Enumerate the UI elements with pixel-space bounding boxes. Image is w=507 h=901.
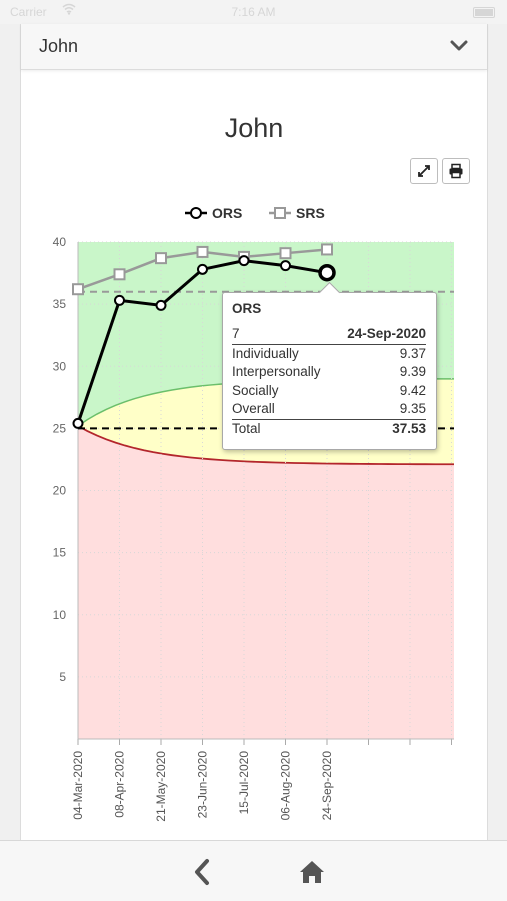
status-bar: Carrier 7:16 AM — [0, 0, 507, 24]
srs-point — [155, 252, 167, 265]
tooltip-row: Individually 9.37 — [232, 345, 426, 364]
tooltip-total-value: 37.53 — [392, 420, 426, 436]
tooltip-row: Socially 9.42 — [232, 382, 426, 401]
wifi-icon — [62, 3, 76, 18]
srs-point — [279, 247, 292, 260]
x-tick-label: 24-Sep-2020 — [320, 751, 334, 821]
tooltip-row-label: Interpersonally — [232, 364, 321, 380]
y-tick-label: 20 — [53, 484, 67, 498]
bottom-nav-bar — [0, 840, 507, 901]
x-tick-label: 04-Mar-2020 — [71, 751, 85, 820]
fullscreen-button[interactable] — [410, 158, 438, 184]
x-tick-label: 15-Jul-2020 — [237, 751, 251, 815]
tooltip-row-label: Individually — [232, 345, 299, 361]
client-card: John John 5 10 15 20 25 30 35 40 04-Mar-2020 08-A… — [20, 24, 488, 860]
x-tick-label: 21-May-2020 — [154, 751, 168, 822]
tooltip-header-row: 7 24-Sep-2020 — [232, 325, 426, 345]
carrier-label: Carrier — [10, 5, 47, 19]
tooltip-session: 7 — [232, 326, 240, 341]
ors-point — [280, 260, 291, 272]
data-tooltip: ORS 7 24-Sep-2020 Individually 9.37 Inte… — [222, 281, 437, 450]
tooltip-row-label: Overall — [232, 401, 275, 417]
y-tick-label: 30 — [53, 359, 67, 373]
tooltip-row-value: 9.42 — [399, 382, 426, 398]
chevron-down-icon[interactable] — [449, 38, 469, 54]
tooltip-title: ORS — [232, 301, 262, 316]
client-name-heading: John — [39, 36, 79, 56]
x-tick-label: 06-Aug-2020 — [279, 751, 293, 821]
tooltip-row-value: 9.37 — [399, 345, 426, 361]
tooltip-row-value: 9.39 — [399, 364, 426, 380]
tooltip-total-label: Total — [232, 420, 261, 436]
zone-lower-curve — [77, 425, 455, 466]
srs-point — [196, 245, 209, 258]
ors-point — [238, 255, 250, 267]
print-button[interactable] — [442, 158, 470, 184]
y-tick-label: 25 — [53, 421, 67, 435]
status-time: 7:16 AM — [231, 5, 276, 19]
tooltip-total-row: Total 37.53 — [232, 418, 426, 439]
back-icon[interactable] — [188, 857, 218, 887]
ors-point — [114, 294, 125, 306]
ors-point — [197, 263, 208, 275]
ors-point — [318, 263, 336, 282]
legend-ors-label: ORS — [212, 205, 242, 221]
y-tick-label: 10 — [53, 608, 67, 622]
tooltip-row: Interpersonally 9.39 — [232, 363, 426, 382]
y-tick-label: 5 — [59, 670, 66, 684]
y-tick-label: 40 — [53, 235, 67, 249]
tooltip-row-value: 9.35 — [399, 401, 426, 417]
srs-point — [72, 283, 84, 296]
tooltip-row: Overall 9.35 — [232, 400, 426, 419]
legend-srs-marker — [274, 207, 286, 219]
srs-point — [321, 243, 333, 256]
chart-title: John — [224, 113, 284, 143]
tooltip-date: 24-Sep-2020 — [347, 326, 426, 341]
home-icon[interactable] — [297, 857, 327, 887]
ors-point — [72, 417, 84, 429]
ors-point — [155, 299, 167, 311]
x-tick-label: 23-Jun-2020 — [196, 751, 210, 819]
x-tick-label: 08-Apr-2020 — [113, 751, 127, 818]
y-tick-label: 35 — [53, 297, 67, 311]
srs-point — [113, 268, 126, 281]
legend-ors-marker — [190, 207, 202, 219]
y-tick-label: 15 — [53, 546, 67, 560]
tooltip-row-label: Socially — [232, 382, 279, 398]
legend-srs-label: SRS — [296, 205, 325, 221]
battery-icon — [473, 7, 495, 18]
client-card-header[interactable]: John — [21, 24, 487, 70]
